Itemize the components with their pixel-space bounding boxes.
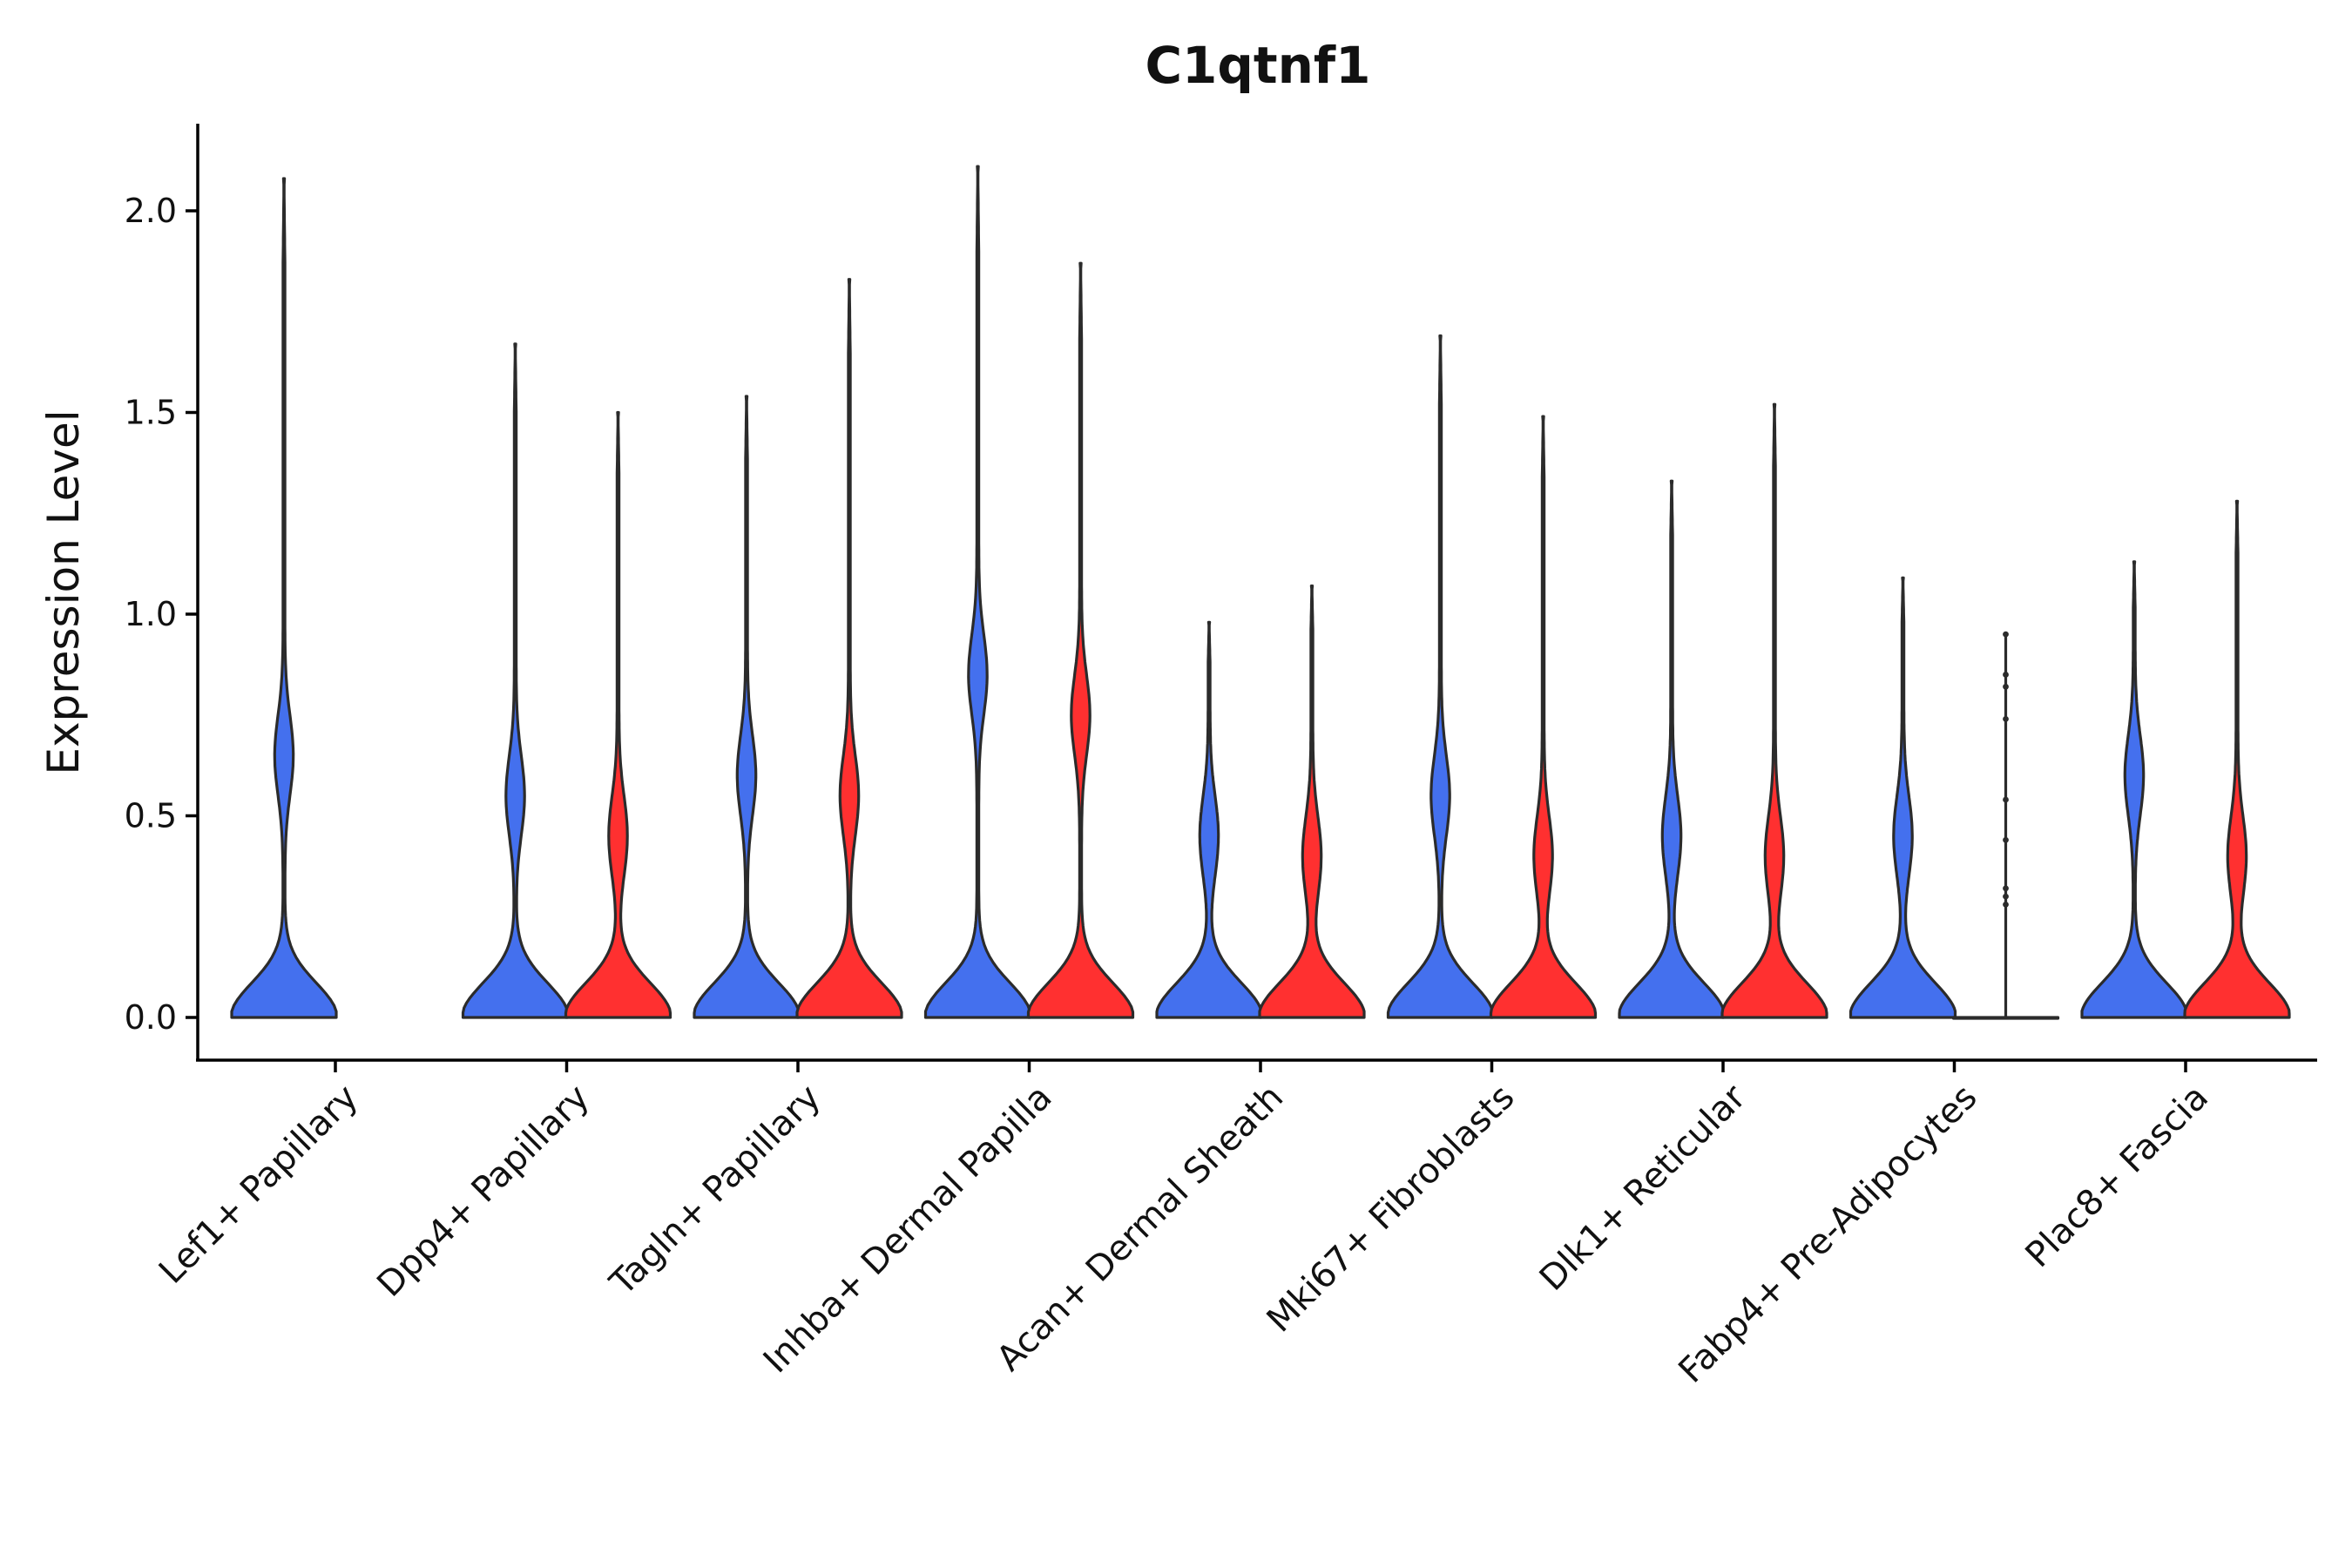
y-axis-label: Expression Level — [38, 409, 89, 774]
violin-group2-2 — [795, 278, 903, 1019]
violin-group1-4 — [1155, 620, 1263, 1019]
violin-group1-1 — [461, 342, 570, 1019]
violin-group2-3 — [1026, 261, 1135, 1019]
y-tick-label-0: 0.0 — [125, 998, 177, 1037]
outlier-point-group2-7-0 — [2003, 631, 2009, 638]
violin-group1-2 — [693, 395, 801, 1019]
x-tick-label-0: Lef1+ Papillary — [152, 1078, 366, 1292]
x-tick-label-1: Dpp4+ Papillary — [369, 1078, 597, 1305]
axes — [196, 124, 2317, 1062]
x-tick-label-8: Plac8+ Fascia — [2018, 1078, 2217, 1276]
y-axis-ticks: 0.0 0.5 1.0 1.5 2.0 — [125, 192, 198, 1037]
violin-group1-5 — [1386, 334, 1495, 1019]
y-tick-label-4: 2.0 — [125, 192, 177, 230]
violin-group2-8 — [2183, 499, 2291, 1019]
violin-group2-5 — [1489, 415, 1598, 1019]
outlier-point-group2-7-1 — [2003, 672, 2009, 678]
outlier-point-group2-7-4 — [2003, 796, 2009, 803]
x-tick-label-5: Mki67+ Fibroblasts — [1260, 1078, 1523, 1341]
outlier-point-group2-7-7 — [2003, 893, 2009, 900]
y-tick-label-1: 0.5 — [125, 797, 177, 835]
violin-group1-8 — [2080, 560, 2188, 1019]
outlier-point-group2-7-6 — [2003, 885, 2009, 892]
y-tick-label-3: 1.5 — [125, 394, 177, 432]
outlier-point-group2-7-5 — [2003, 836, 2009, 843]
y-tick-label-2: 1.0 — [125, 595, 177, 633]
outlier-point-group2-7-8 — [2003, 901, 2009, 908]
violin-group1-0 — [230, 177, 338, 1019]
chart-title: C1qtnf1 — [1145, 36, 1370, 95]
violin-group2-1 — [564, 410, 672, 1019]
violin-group2-6 — [1720, 402, 1828, 1019]
x-tick-label-6: Dlk1+ Reticular — [1532, 1077, 1754, 1299]
violin-plot-area — [230, 165, 2291, 1020]
outlier-point-group2-7-3 — [2003, 715, 2009, 722]
violin-group1-6 — [1618, 479, 1726, 1019]
violin-group2-4 — [1258, 585, 1366, 1019]
outlier-point-group2-7-2 — [2003, 683, 2009, 690]
violin-group1-7 — [1848, 576, 1957, 1019]
x-axis-ticks: Lef1+ Papillary Dpp4+ Papillary Tagln+ Pap… — [152, 1060, 2216, 1391]
x-tick-label-2: Tagln+ Papillary — [602, 1078, 828, 1304]
violin-group1-3 — [923, 165, 1032, 1019]
violin-group2-7 — [1951, 1016, 2060, 1020]
